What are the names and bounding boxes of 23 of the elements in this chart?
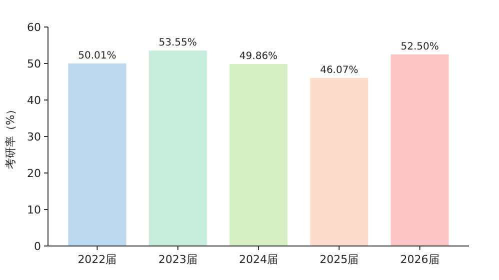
x-tick-label: 2024届 xyxy=(239,253,278,266)
y-tick-label: 10 xyxy=(27,203,41,216)
data-label: 52.50% xyxy=(400,41,439,52)
x-tick-label: 2023届 xyxy=(158,253,198,266)
data-label: 49.86% xyxy=(239,51,278,62)
data-label: 50.01% xyxy=(78,50,116,62)
bar xyxy=(148,50,207,246)
y-tick-label: 20 xyxy=(27,166,41,180)
data-label: 53.55% xyxy=(158,38,197,49)
x-tick-label: 2025届 xyxy=(320,253,359,266)
x-tick-label: 2022届 xyxy=(78,253,117,266)
y-tick-label: 50 xyxy=(27,57,41,70)
bar xyxy=(310,78,368,246)
y-axis-title: 考研率（%） xyxy=(4,104,17,170)
bar xyxy=(68,63,126,246)
y-tick-label: 30 xyxy=(27,130,41,144)
x-tick-label: 2026届 xyxy=(400,253,440,266)
y-tick-label: 40 xyxy=(27,94,41,107)
bar xyxy=(390,54,449,246)
y-tick-label: 0 xyxy=(34,240,41,253)
data-label: 46.07% xyxy=(320,64,358,76)
y-tick-label: 60 xyxy=(27,20,41,34)
bar xyxy=(229,64,288,246)
